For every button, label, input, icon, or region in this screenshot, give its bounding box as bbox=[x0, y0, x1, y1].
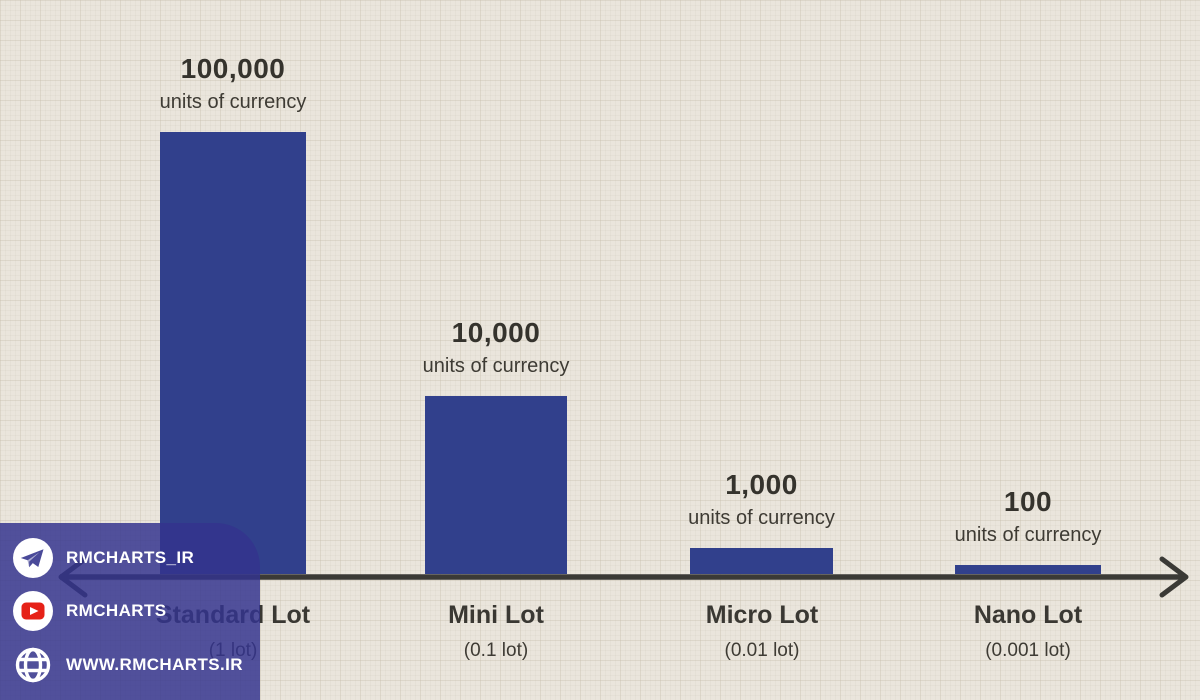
units-label: units of currency bbox=[422, 355, 570, 377]
youtube-handle: RMCHARTS bbox=[66, 601, 167, 621]
bar-group-micro-lot: 1,000 units of currency bbox=[688, 468, 835, 574]
bar-group-mini-lot: 10,000 units of currency bbox=[422, 316, 570, 574]
category-micro-lot: Micro Lot (0.01 lot) bbox=[632, 600, 892, 663]
bar-group-standard-lot: 100,000 units of currency bbox=[160, 52, 306, 574]
bar-micro-lot bbox=[690, 548, 833, 574]
units-label: units of currency bbox=[688, 507, 835, 529]
bar-nano-lot bbox=[955, 565, 1101, 574]
value-label: 10,000 bbox=[451, 317, 541, 348]
category-sublabel: (0.01 lot) bbox=[724, 640, 800, 661]
category-sublabel: (0.001 lot) bbox=[985, 640, 1071, 661]
category-label: Mini Lot bbox=[448, 601, 544, 629]
bar-standard-lot bbox=[160, 132, 306, 574]
bar-group-nano-lot: 100 units of currency bbox=[955, 485, 1101, 574]
axis-arrow-right-icon bbox=[1159, 556, 1189, 598]
watermark-panel: RMCHARTS_IR RMCHARTS WWW.RMCHARTS.IR bbox=[0, 523, 260, 700]
bar-mini-lot bbox=[425, 396, 567, 574]
category-label: Nano Lot bbox=[973, 601, 1083, 629]
website-url: WWW.RMCHARTS.IR bbox=[66, 655, 243, 675]
category-nano-lot: Nano Lot (0.001 lot) bbox=[898, 600, 1158, 663]
value-label: 100 bbox=[1003, 486, 1053, 517]
watermark-row-youtube: RMCHARTS bbox=[12, 590, 260, 632]
youtube-icon bbox=[13, 591, 53, 632]
category-sublabel: (0.1 lot) bbox=[463, 640, 529, 661]
telegram-handle: RMCHARTS_IR bbox=[66, 547, 195, 567]
globe-icon bbox=[15, 647, 51, 683]
value-label: 100,000 bbox=[180, 53, 286, 84]
telegram-icon bbox=[13, 537, 53, 578]
category-label: Micro Lot bbox=[705, 601, 819, 629]
watermark-row-website: WWW.RMCHARTS.IR bbox=[12, 644, 260, 686]
value-label: 1,000 bbox=[725, 469, 798, 500]
watermark-row-telegram: RMCHARTS_IR bbox=[12, 537, 260, 579]
units-label: units of currency bbox=[954, 524, 1102, 546]
units-label: units of currency bbox=[159, 91, 307, 113]
category-mini-lot: Mini Lot (0.1 lot) bbox=[366, 600, 626, 663]
